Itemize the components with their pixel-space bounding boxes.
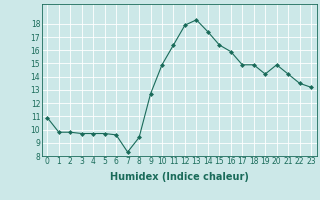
X-axis label: Humidex (Indice chaleur): Humidex (Indice chaleur) xyxy=(110,172,249,182)
